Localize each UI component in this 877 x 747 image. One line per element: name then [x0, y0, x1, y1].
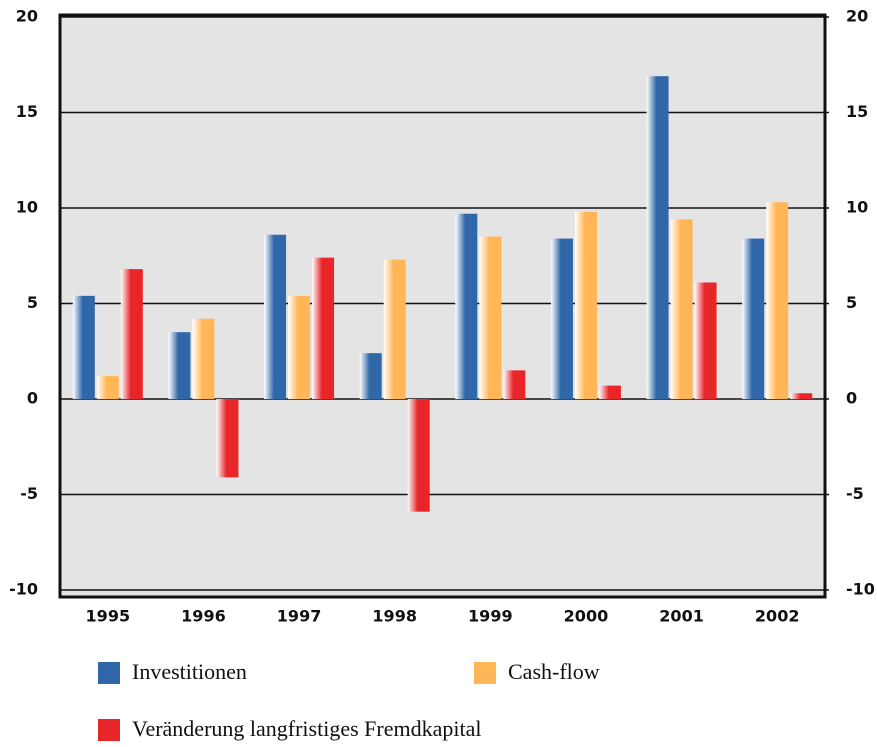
bar [288, 295, 311, 399]
bar [120, 269, 143, 399]
bar [383, 259, 406, 399]
x-tick-label: 2002 [755, 607, 800, 626]
legend-swatch [98, 719, 120, 741]
x-tick-label: 1999 [468, 607, 513, 626]
y2-tick-label: 20 [846, 7, 868, 26]
bar [790, 393, 813, 399]
y2-tick-label: 0 [846, 389, 857, 408]
bar [72, 295, 95, 399]
y-tick-label: -5 [20, 484, 38, 503]
bar [455, 213, 478, 399]
legend-label: Investitionen [132, 659, 247, 684]
bar [96, 376, 119, 399]
plot-frame [58, 13, 827, 599]
x-tick-label: 1996 [181, 607, 226, 626]
bar [766, 202, 789, 399]
x-tick-label: 2001 [659, 607, 704, 626]
y-tick-label: 15 [16, 102, 38, 121]
y-tick-label: 10 [16, 198, 38, 217]
y-tick-label: 0 [27, 389, 38, 408]
y-tick-label: 5 [27, 293, 38, 312]
y-tick-label: -10 [9, 580, 38, 599]
bar [264, 234, 287, 399]
bar [646, 76, 669, 400]
bar [742, 238, 765, 399]
x-tick-label: 1995 [86, 607, 131, 626]
bar [312, 257, 335, 399]
bar [407, 399, 430, 512]
bar [192, 318, 215, 399]
bar [550, 238, 573, 399]
x-tick-label: 1998 [372, 607, 417, 626]
bar [670, 219, 693, 399]
y-tick-label: 20 [16, 7, 38, 26]
x-tick-label: 1997 [277, 607, 322, 626]
bar [359, 353, 382, 399]
legend-label: Cash-flow [508, 659, 600, 684]
legend-swatch [474, 662, 496, 684]
bar [168, 332, 191, 399]
bar [479, 236, 502, 399]
bar [503, 370, 526, 399]
legend-label: Veränderung langfristiges Fremdkapital [132, 716, 481, 741]
legend-swatch [98, 662, 120, 684]
y2-tick-label: 5 [846, 293, 857, 312]
x-tick-label: 2000 [564, 607, 609, 626]
bar [574, 211, 597, 399]
y2-tick-label: -10 [846, 580, 875, 599]
y2-tick-label: 15 [846, 102, 868, 121]
y2-tick-label: 10 [846, 198, 868, 217]
bar [216, 399, 239, 478]
bar [598, 385, 621, 399]
bar [694, 282, 717, 399]
y2-tick-label: -5 [846, 484, 864, 503]
